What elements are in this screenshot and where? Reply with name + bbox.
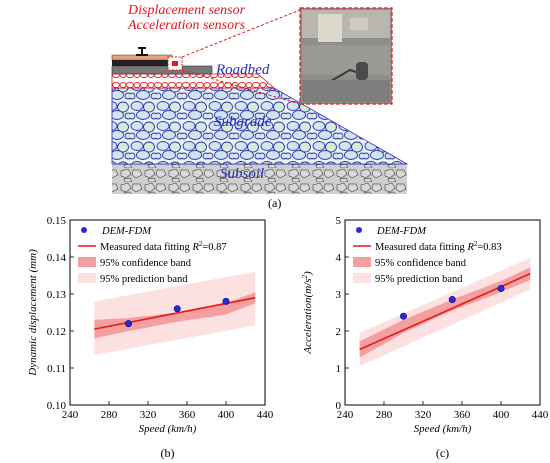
y-tick-label: 0.10: [47, 400, 67, 412]
y-tick-label: 0.13: [47, 289, 67, 301]
data-point: [400, 312, 408, 320]
data-point: [448, 296, 456, 304]
x-axis-label: Speed (km/h): [414, 423, 472, 435]
y-tick-label: 0.14: [47, 252, 67, 264]
y-tick-label: 0: [336, 400, 342, 412]
subgrade-label: Subgrade: [214, 114, 272, 130]
x-axis-label: Speed (km/h): [139, 423, 197, 435]
x-tick-label: 320: [140, 409, 157, 421]
legend-marker-points: [81, 227, 87, 233]
ballast-layer: [111, 65, 213, 75]
data-point: [497, 284, 505, 292]
y-tick-label: 5: [336, 215, 342, 227]
legend-r-superscript: 2: [474, 240, 478, 248]
legend-r2-value: =0.83: [477, 242, 501, 253]
plot-frame: [69, 219, 266, 406]
panel-label: (b): [161, 446, 175, 460]
data-point: [173, 305, 181, 313]
subsoil-label: Subsoil: [220, 166, 265, 182]
displacement-chart: 240 280 320 360 400 440 0.10 0.11 0.12 0.13 0.14 0.…: [27, 215, 274, 460]
legend-label-confidence: 95% confidence band: [375, 258, 467, 269]
rail: [136, 47, 148, 56]
y-axis-label-superscript: 2: [301, 275, 309, 279]
acceleration-sensor-label: Acceleration sensors: [128, 18, 246, 33]
plot-frame: [344, 219, 541, 406]
displacement-sensor-label: Displacement sensor: [128, 3, 246, 18]
legend-marker-confidence: [353, 257, 371, 267]
legend-label-prediction: 95% prediction band: [100, 274, 188, 285]
legend-label-fit: Measured data fitting R2=0.87: [100, 240, 227, 253]
sensor-photo: [299, 7, 393, 105]
x-tick-label: 240: [62, 409, 79, 421]
legend-marker-points: [356, 227, 362, 233]
confidence-band: [359, 267, 531, 358]
y-tick-label: 0.11: [47, 363, 66, 375]
data-point: [222, 297, 230, 305]
x-tick-label: 360: [179, 409, 196, 421]
x-tick-label: 280: [101, 409, 118, 421]
y-tick-label: 4: [336, 252, 342, 264]
legend-r-symbol: R: [191, 242, 199, 253]
x-tick-label: 360: [454, 409, 471, 421]
x-tick-label: 440: [532, 409, 549, 421]
y-tick-label: 0.12: [47, 326, 66, 338]
acceleration-chart: 240 280 320 360 400 440 0 1 2 3 4 5 Speed (km/h) Acce…: [301, 215, 549, 460]
roadbed-diagram: [111, 7, 409, 194]
y-axis-label: Dynamic displacement (mm): [27, 249, 39, 377]
x-tick-label: 400: [493, 409, 510, 421]
legend-r2-value: =0.87: [202, 242, 226, 253]
confidence-band: [94, 292, 256, 339]
x-tick-label: 400: [218, 409, 235, 421]
legend-marker-confidence: [78, 257, 96, 267]
subsoil-layer: [112, 164, 407, 194]
y-tick-label: 2: [336, 326, 342, 338]
x-tick-label: 240: [337, 409, 354, 421]
legend-marker-prediction: [78, 273, 96, 283]
legend-r-symbol: R: [466, 242, 474, 253]
y-axis-label-end: ): [302, 271, 314, 276]
legend-label-fit: Measured data fitting R2=0.83: [375, 240, 502, 253]
x-tick-label: 320: [415, 409, 432, 421]
x-tick-label: 280: [376, 409, 393, 421]
x-tick-label: 440: [257, 409, 274, 421]
panel-a-label: (a): [268, 196, 282, 210]
legend-marker-prediction: [353, 273, 371, 283]
y-axis-label: Acceleration(m/s2): [301, 271, 314, 355]
legend-r-superscript: 2: [199, 240, 203, 248]
roadbed-label: Roadbed: [216, 62, 270, 78]
legend-label-confidence: 95% confidence band: [100, 258, 192, 269]
panel-label: (c): [436, 446, 449, 460]
y-tick-label: 0.15: [47, 215, 67, 227]
fit-line: [359, 272, 531, 351]
y-tick-label: 1: [336, 363, 342, 375]
legend-label-prediction: 95% prediction band: [375, 274, 463, 285]
y-tick-label: 3: [336, 289, 342, 301]
data-point: [125, 320, 133, 328]
legend-label-points: DEM-FDM: [101, 226, 152, 237]
legend-label-points: DEM-FDM: [376, 226, 427, 237]
